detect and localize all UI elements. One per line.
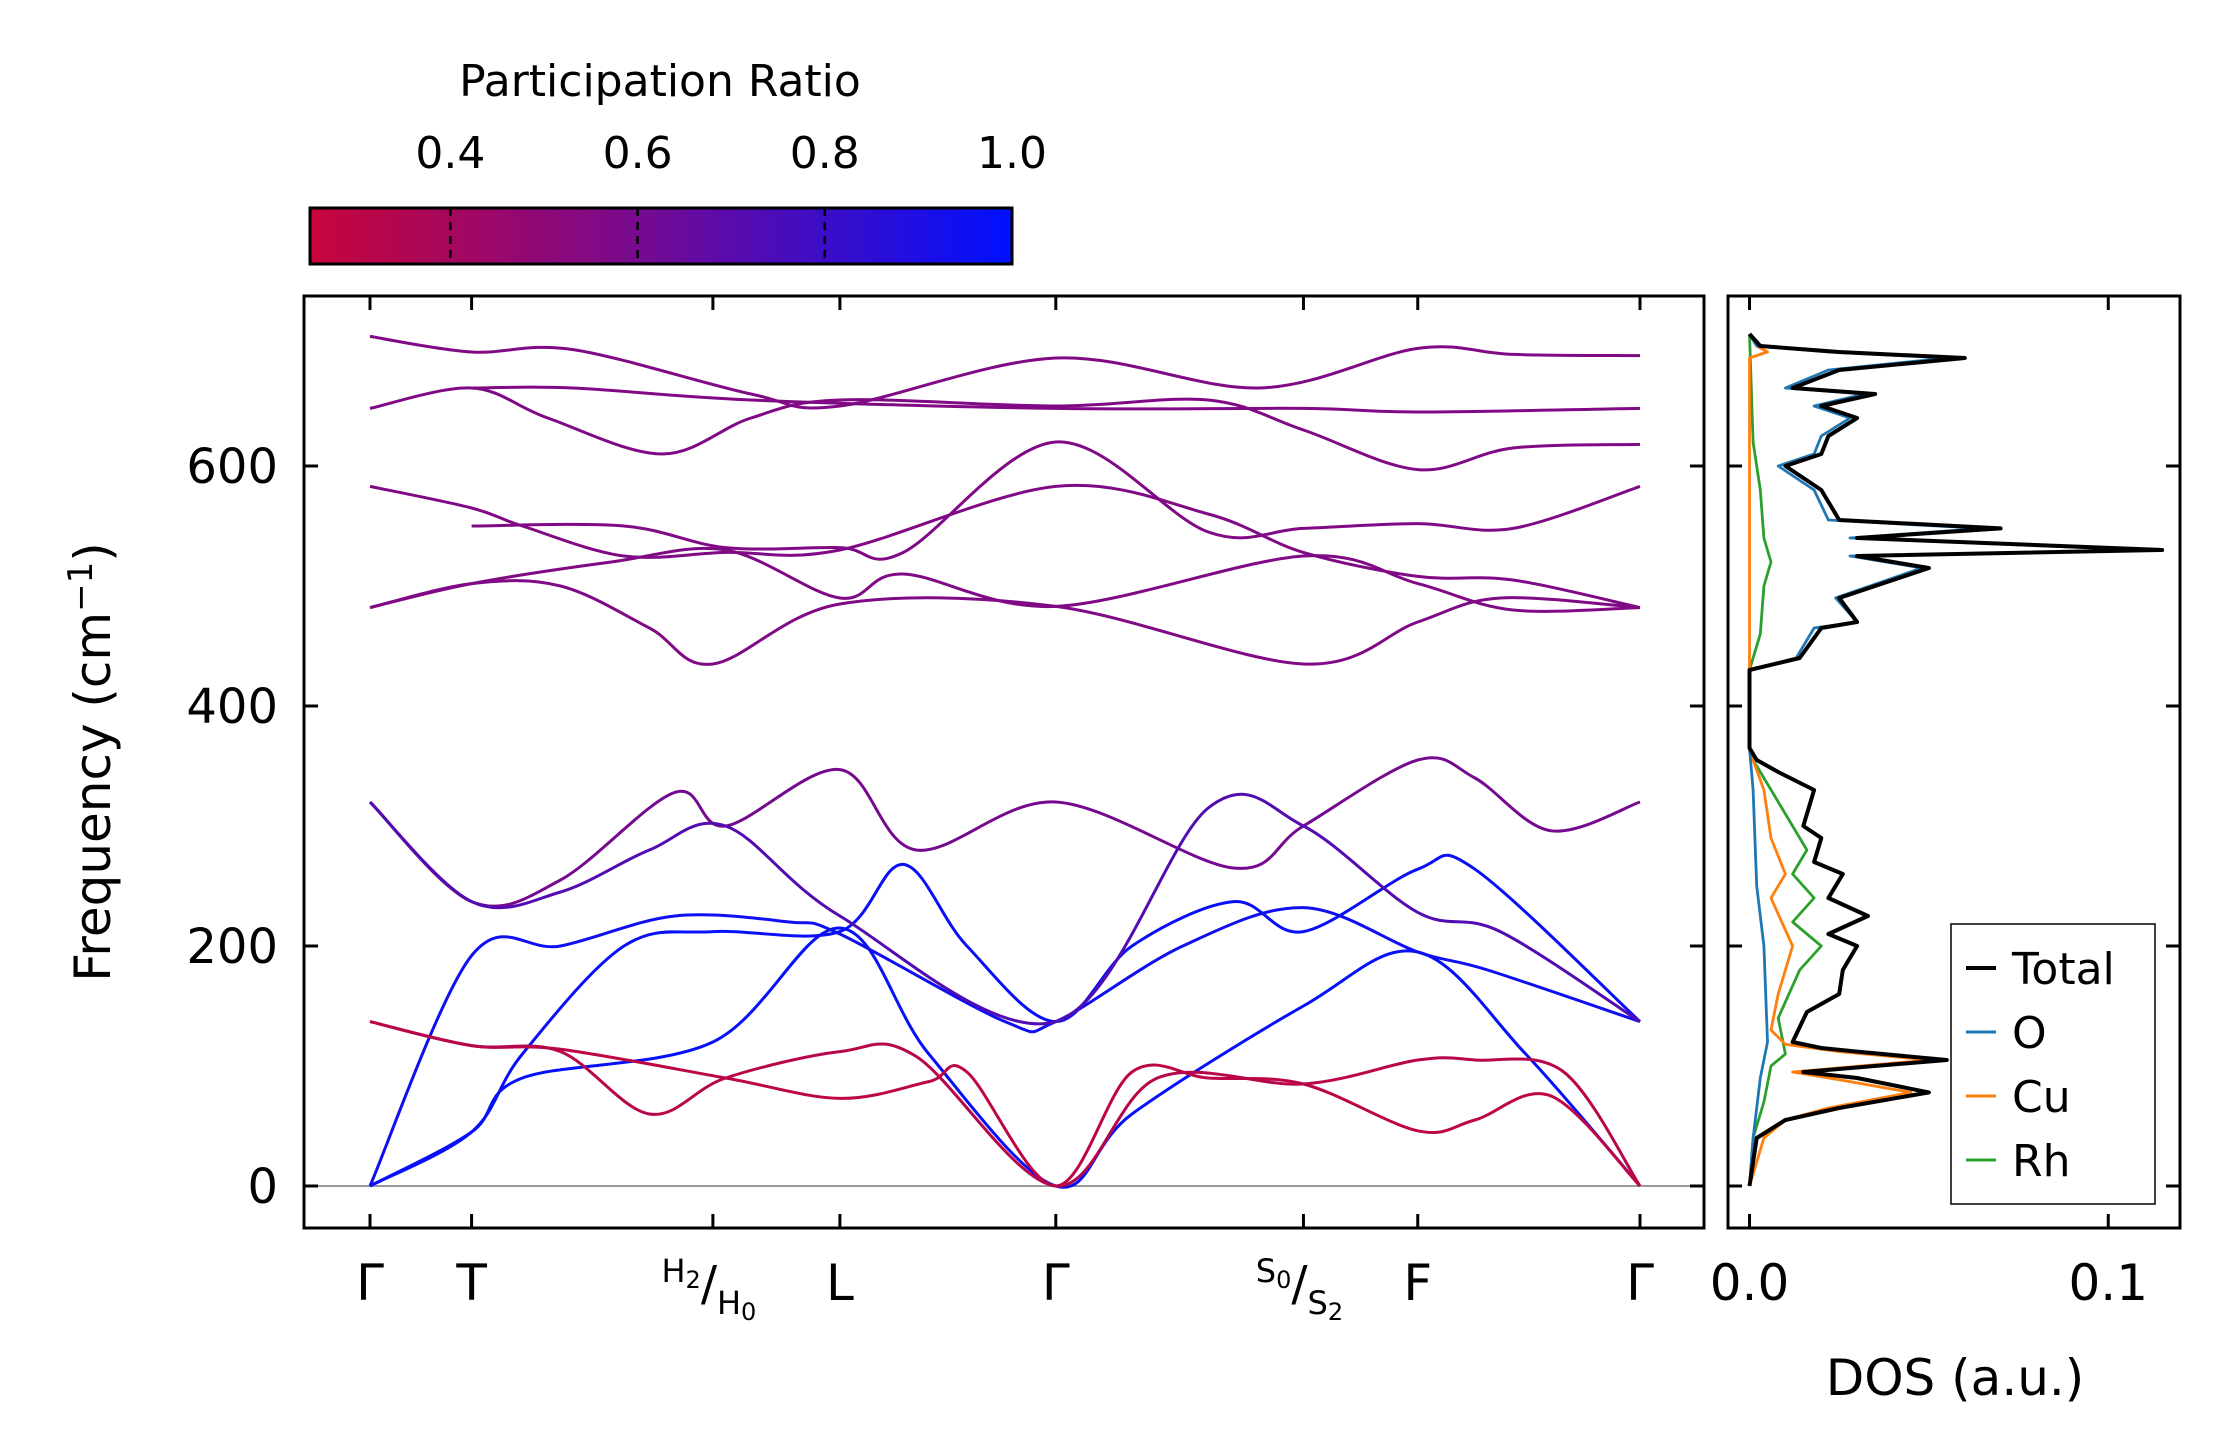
band-low-optical-2: [369, 1020, 1642, 1188]
dos-x-label: DOS (a.u.): [1826, 1349, 2085, 1407]
legend-label-total: Total: [2011, 944, 2115, 995]
dos-line-total: [1747, 332, 2165, 1187]
legend-box: [1950, 923, 2156, 1205]
dispersion-frame: [302, 294, 1706, 1230]
colorbar-tick-label: 0.4: [415, 128, 485, 179]
x-tick-label: Γ: [356, 1254, 384, 1312]
x-tick-label: T: [455, 1254, 487, 1312]
dos-line-rh: [1748, 333, 1823, 1187]
x-tick-label: Γ: [1042, 1254, 1070, 1312]
y-ticks: 0 200 400 600: [186, 439, 1704, 1215]
x-tick-label-split: S0/S2: [1256, 1252, 1343, 1326]
x-tick-label: L: [826, 1254, 854, 1312]
legend-label-o: O: [2012, 1008, 2047, 1059]
dos-lines: [1747, 332, 2165, 1187]
band-acoustic-3: [368, 906, 1641, 1187]
dos-frame: [1726, 294, 2182, 1230]
band-upper-2: [369, 546, 1641, 613]
colorbar-tick-label: 0.8: [790, 128, 860, 179]
colorbar-ticks: 0.4 0.6 0.8 1.0: [415, 128, 1047, 264]
band-upper-3: [369, 484, 1641, 610]
band-upper-6: [369, 334, 1641, 410]
dos-panel: 0.0 0.1 DOS (a.u.) Total O Cu Rh: [1710, 294, 2182, 1407]
band-mid-band-1: [368, 756, 1641, 908]
band-upper-4: [471, 440, 1641, 561]
dispersion-panel: 0 200 400 600 Γ T H2/H0 L Γ S0/S2 F Γ Frequency (c…: [61, 294, 1706, 1326]
legend-label-cu: Cu: [2012, 1072, 2071, 1123]
dos-ticks: 0.0 0.1: [1710, 296, 2180, 1312]
band-acoustic-2: [369, 853, 1642, 1188]
colorbar-title: Participation Ratio: [459, 56, 861, 107]
dos-line-cu: [1748, 333, 1931, 1187]
y-axis-label: Frequency (cm−1): [61, 542, 122, 982]
legend-label-rh: Rh: [2012, 1136, 2070, 1187]
band-upper-1: [369, 579, 1641, 666]
band-acoustic-1: [369, 926, 1642, 1189]
band-upper-7: [471, 385, 1641, 414]
y-tick-label: 0: [247, 1159, 278, 1215]
band-upper-5: [369, 386, 1641, 472]
colorbar-gradient: [308, 206, 1014, 266]
band-lines: [368, 334, 1642, 1189]
x-tick-label-split: H2/H0: [661, 1252, 756, 1326]
y-tick-label: 200: [186, 919, 278, 975]
colorbar-tick-label: 0.6: [603, 128, 673, 179]
colorbar-tick-label: 1.0: [977, 128, 1047, 179]
y-tick-label: 400: [186, 679, 278, 735]
colorbar: Participation Ratio 0.4 0.6 0.8 1.0: [308, 56, 1047, 266]
x-tick-label: Γ: [1626, 1254, 1654, 1312]
band-mid-band-2: [368, 792, 1641, 1026]
x-ticks: Γ T H2/H0 L Γ S0/S2 F Γ: [356, 296, 1654, 1326]
dos-x-tick-label: 0.1: [2068, 1254, 2148, 1312]
band-low-optical-1: [369, 1020, 1642, 1188]
y-tick-label: 600: [186, 439, 278, 495]
legend: Total O Cu Rh: [1950, 923, 2156, 1205]
x-tick-label: F: [1403, 1254, 1432, 1312]
dos-x-tick-label: 0.0: [1710, 1254, 1790, 1312]
